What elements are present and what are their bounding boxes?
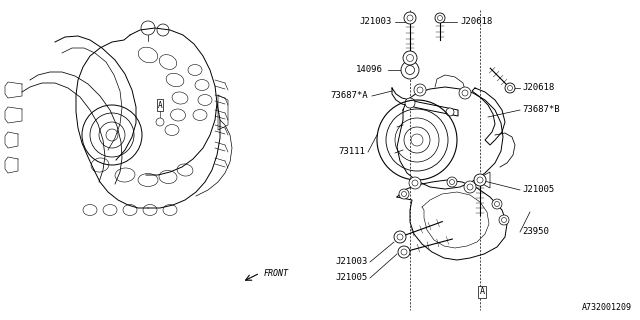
Text: 23950: 23950 bbox=[522, 228, 549, 236]
Text: FRONT: FRONT bbox=[264, 268, 289, 277]
Circle shape bbox=[409, 177, 421, 189]
Circle shape bbox=[401, 61, 419, 79]
Text: 73687*A: 73687*A bbox=[330, 92, 368, 100]
Text: 14096: 14096 bbox=[356, 66, 383, 75]
Circle shape bbox=[403, 51, 417, 65]
Circle shape bbox=[446, 108, 454, 116]
Circle shape bbox=[499, 215, 509, 225]
Circle shape bbox=[459, 87, 471, 99]
Circle shape bbox=[394, 231, 406, 243]
Text: A: A bbox=[157, 100, 163, 109]
Circle shape bbox=[474, 174, 486, 186]
Circle shape bbox=[414, 84, 426, 96]
Circle shape bbox=[435, 13, 445, 23]
Circle shape bbox=[398, 246, 410, 258]
Text: J21005: J21005 bbox=[522, 186, 554, 195]
Text: 73687*B: 73687*B bbox=[522, 106, 559, 115]
Circle shape bbox=[404, 12, 416, 24]
Circle shape bbox=[464, 181, 476, 193]
Text: J21003: J21003 bbox=[360, 18, 392, 27]
Text: J20618: J20618 bbox=[460, 18, 492, 27]
Text: 73111: 73111 bbox=[338, 148, 365, 156]
Text: J20618: J20618 bbox=[522, 84, 554, 92]
Text: J21003: J21003 bbox=[336, 258, 368, 267]
Circle shape bbox=[505, 83, 515, 93]
Circle shape bbox=[156, 118, 164, 126]
Circle shape bbox=[447, 177, 457, 187]
Text: A: A bbox=[479, 287, 484, 297]
Text: A732001209: A732001209 bbox=[582, 303, 632, 312]
Circle shape bbox=[492, 199, 502, 209]
Circle shape bbox=[399, 189, 409, 199]
Text: J21005: J21005 bbox=[336, 274, 368, 283]
Circle shape bbox=[405, 98, 415, 108]
